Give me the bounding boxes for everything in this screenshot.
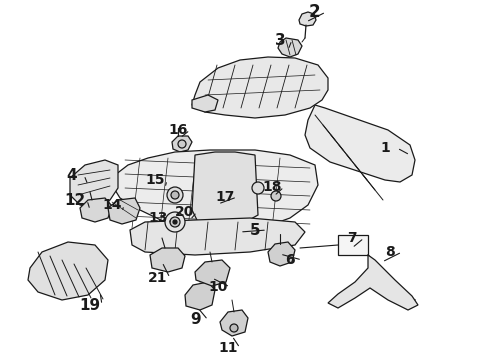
Polygon shape <box>192 95 218 112</box>
Circle shape <box>167 187 183 203</box>
Polygon shape <box>268 242 295 266</box>
Polygon shape <box>328 255 418 310</box>
Polygon shape <box>172 136 192 152</box>
Text: 3: 3 <box>275 32 285 48</box>
Circle shape <box>230 324 238 332</box>
Polygon shape <box>338 235 368 255</box>
Text: 2: 2 <box>308 3 320 21</box>
Text: 20: 20 <box>175 205 195 219</box>
Text: 11: 11 <box>218 341 238 355</box>
Polygon shape <box>299 12 316 26</box>
Text: 8: 8 <box>385 245 395 259</box>
Text: 7: 7 <box>347 231 357 245</box>
Circle shape <box>171 191 179 199</box>
Polygon shape <box>112 150 318 232</box>
Circle shape <box>170 217 180 227</box>
Polygon shape <box>192 57 328 118</box>
Text: 15: 15 <box>145 173 165 187</box>
Text: 16: 16 <box>168 123 188 137</box>
Text: 19: 19 <box>79 297 100 312</box>
Text: 9: 9 <box>191 312 201 328</box>
Text: 18: 18 <box>262 180 282 194</box>
Text: 1: 1 <box>380 141 390 155</box>
Polygon shape <box>278 38 302 57</box>
Polygon shape <box>195 260 230 286</box>
Polygon shape <box>220 310 248 336</box>
Text: 17: 17 <box>215 190 235 204</box>
Polygon shape <box>150 248 185 272</box>
Polygon shape <box>265 186 286 206</box>
Text: 10: 10 <box>208 280 228 294</box>
Polygon shape <box>205 190 238 212</box>
Text: 4: 4 <box>67 167 77 183</box>
Polygon shape <box>155 175 180 195</box>
Text: 13: 13 <box>148 211 168 225</box>
Polygon shape <box>192 152 258 226</box>
Circle shape <box>173 220 177 224</box>
Text: 14: 14 <box>102 198 122 212</box>
Polygon shape <box>185 282 215 310</box>
Text: 6: 6 <box>285 253 295 267</box>
Text: 5: 5 <box>250 222 260 238</box>
Polygon shape <box>80 198 112 222</box>
Polygon shape <box>180 196 218 220</box>
Circle shape <box>252 182 264 194</box>
Polygon shape <box>108 198 140 224</box>
Polygon shape <box>130 218 305 255</box>
Circle shape <box>271 191 281 201</box>
Circle shape <box>165 212 185 232</box>
Text: 21: 21 <box>148 271 168 285</box>
Polygon shape <box>28 242 108 300</box>
Text: 12: 12 <box>64 193 86 207</box>
Circle shape <box>178 140 186 148</box>
Polygon shape <box>305 105 415 182</box>
Polygon shape <box>70 160 118 208</box>
